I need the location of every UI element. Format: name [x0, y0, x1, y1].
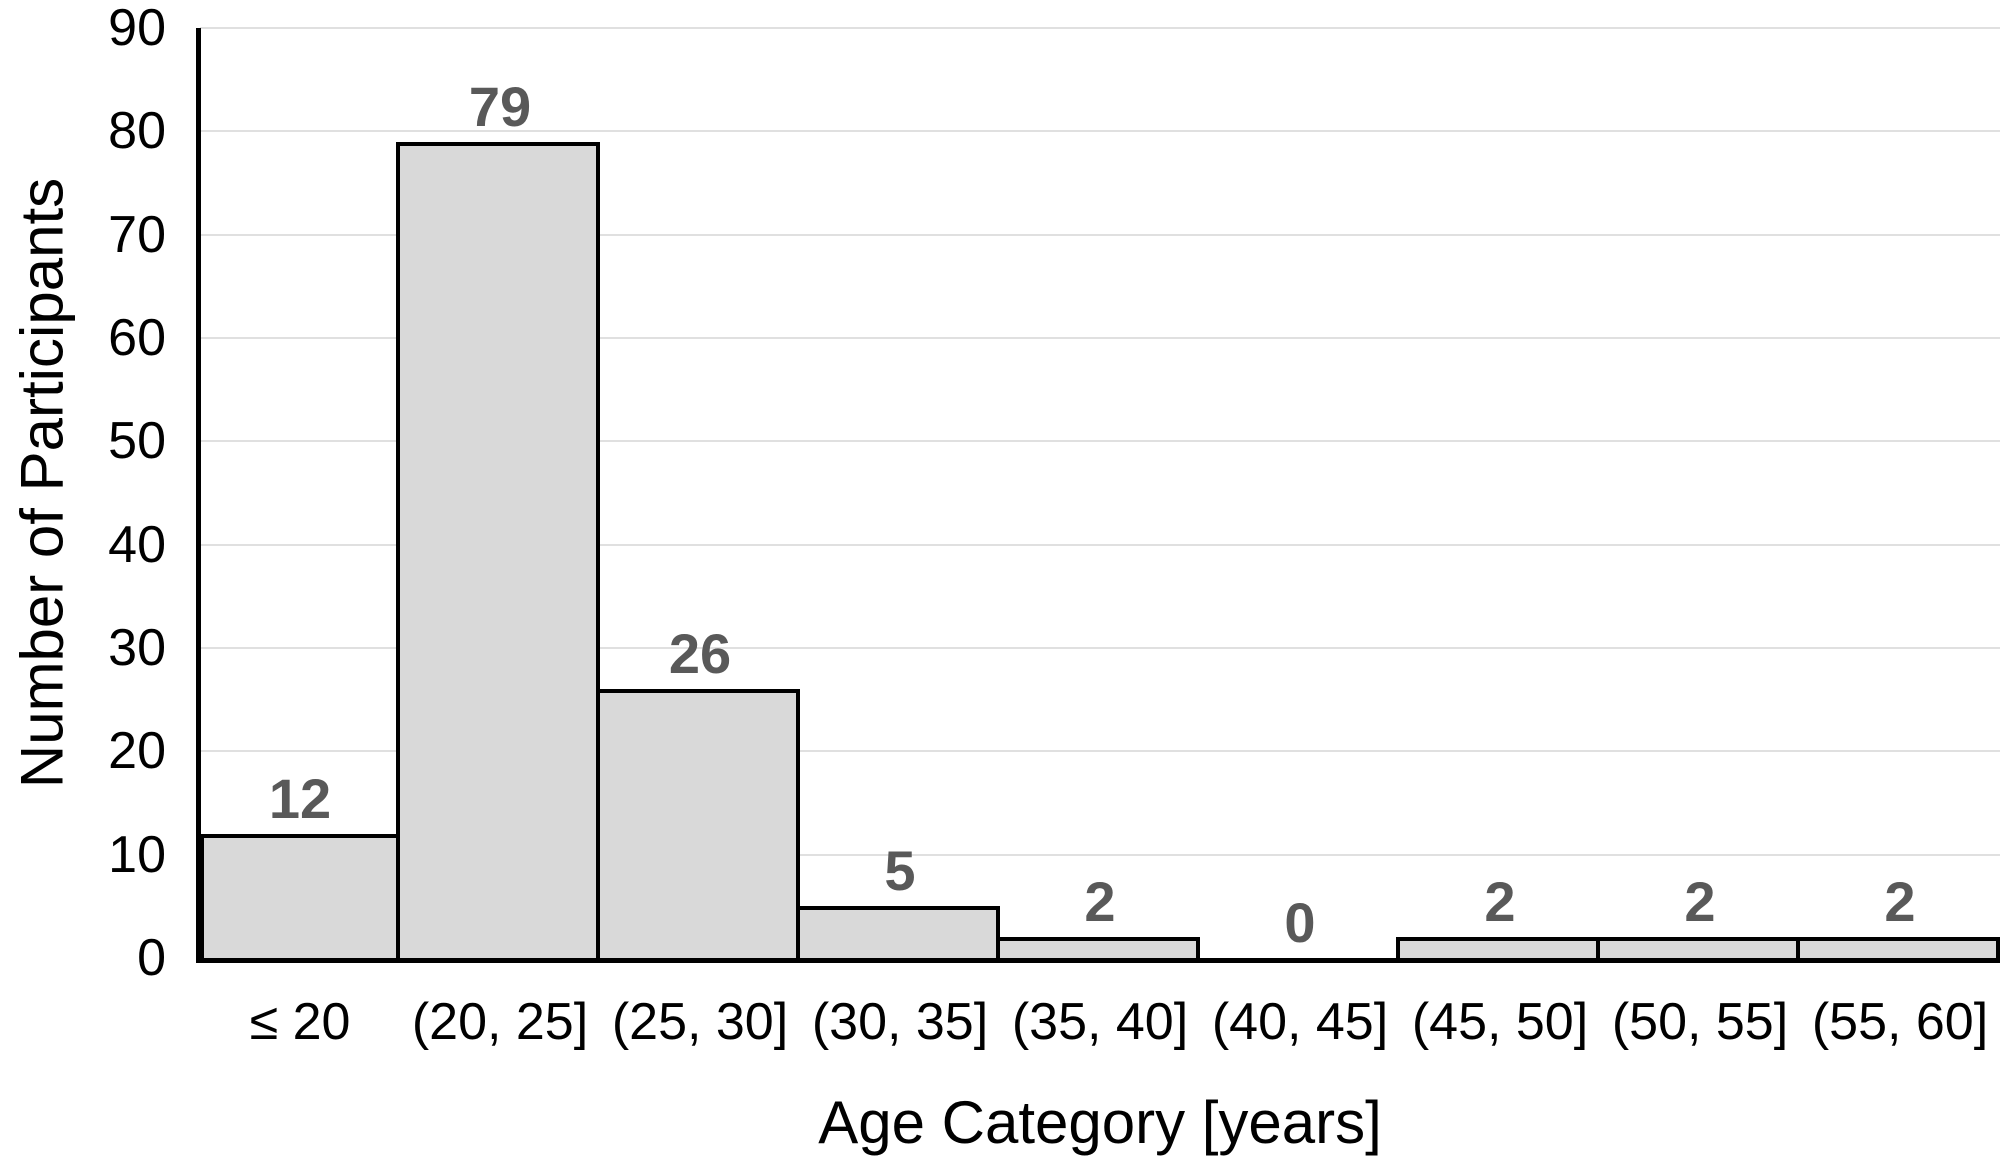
bar-value-label: 12	[268, 767, 332, 830]
gridline-80	[200, 130, 2000, 133]
histogram-bar	[1596, 937, 1800, 958]
histogram-bar	[200, 834, 400, 958]
histogram-bar	[996, 937, 1200, 958]
bar-value-label: 2	[1484, 870, 1516, 934]
gridline-10	[200, 853, 2000, 856]
gridline-40	[200, 543, 2000, 546]
bar-value-label: 5	[884, 839, 916, 903]
bar-value-label: 2	[1084, 870, 1116, 934]
bar-value-label: 26	[668, 622, 732, 686]
gridline-70	[200, 233, 2000, 236]
x-tick-label: (45, 50]	[1411, 993, 1589, 1051]
x-tick-label: (40, 45]	[1211, 993, 1389, 1051]
x-axis-line	[196, 958, 2000, 963]
x-tick-label: (50, 55]	[1611, 993, 1789, 1051]
bar-value-label: 2	[1884, 870, 1916, 934]
gridline-90	[200, 27, 2000, 29]
histogram-bar	[1396, 937, 1600, 958]
bar-value-label: 2	[1684, 870, 1716, 934]
y-tick-label: 0	[137, 929, 166, 987]
y-tick-label: 40	[108, 515, 166, 574]
x-tick-label: (30, 35]	[811, 993, 989, 1051]
y-tick-label: 90	[108, 0, 166, 57]
histogram-bar	[1796, 937, 2000, 958]
y-tick-label: 10	[108, 825, 166, 884]
y-tick-label: 50	[108, 412, 166, 471]
y-tick-label: 80	[108, 102, 166, 161]
x-tick-label: (55, 60]	[1811, 993, 1989, 1051]
x-tick-label: (35, 40]	[1011, 993, 1189, 1051]
gridline-60	[200, 337, 2000, 339]
x-tick-label: ≤ 20	[249, 993, 351, 1051]
bar-value-label: 79	[468, 74, 532, 138]
y-tick-label: 70	[108, 205, 166, 264]
x-axis-title: Age Category [years]	[818, 1089, 1382, 1156]
x-tick-label: (20, 25]	[411, 993, 589, 1051]
y-tick-label: 60	[108, 309, 166, 367]
y-tick-label: 20	[108, 722, 166, 781]
gridline-30	[200, 647, 2000, 649]
histogram-bar	[596, 689, 800, 958]
y-tick-label: 30	[108, 619, 166, 677]
gridline-20	[200, 750, 2000, 753]
histogram-bar	[396, 141, 600, 958]
histogram-bar	[796, 906, 1000, 958]
gridline-50	[200, 440, 2000, 443]
bar-value-label: 0	[1284, 891, 1316, 954]
y-axis-line	[196, 28, 201, 963]
x-tick-label: (25, 30]	[611, 993, 789, 1051]
